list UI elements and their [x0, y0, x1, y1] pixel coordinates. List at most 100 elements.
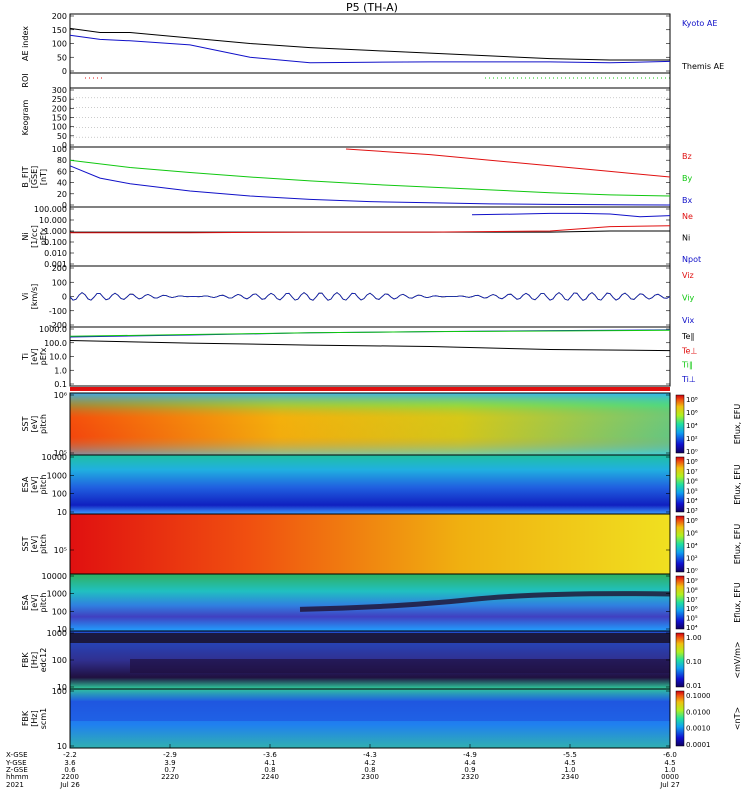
x-tick-label: 2220: [161, 773, 179, 781]
colorbar: [675, 575, 685, 630]
y-tick-label: 0: [62, 201, 67, 210]
panel-velocity: 200 100 0 -100 -200 Vi [km/s] Viz Viy Vix: [21, 264, 695, 330]
y-tick-label: 10.000: [39, 216, 67, 225]
legend-te-: Te⊥: [681, 346, 697, 355]
spectrogram-fill: [70, 455, 670, 514]
spectrogram-overlay: [70, 393, 670, 455]
spectrogram-fill: [70, 514, 670, 574]
legend-te-: Te∥: [681, 332, 694, 341]
y-tick-label: 0.010: [44, 249, 67, 258]
y-axis-label: pEfx: [39, 227, 48, 245]
y-tick-label: 20: [57, 190, 67, 199]
panel-fbk-e: 1000 100 10 FBK [Hz] edc12 1.00 0.10 0.01 <mV/m>: [21, 629, 742, 692]
colorbar-tick-label: 10³: [686, 507, 698, 515]
y-tick-label: 100: [52, 607, 67, 616]
spectrogram-band: [70, 701, 670, 721]
y-tick-label: 100: [52, 687, 67, 696]
y-tick-label: 0: [62, 293, 67, 302]
y-tick-label: 1000: [47, 471, 67, 480]
y-tick-label: 150: [52, 26, 67, 35]
series-bz: [345, 148, 671, 178]
series-npot: [471, 212, 671, 218]
y-tick-label: 100: [52, 656, 67, 665]
y-tick-label: -100: [49, 307, 67, 316]
colorbar-label: Eflux, EFU: [733, 582, 742, 623]
y-tick-label: 10000: [42, 453, 67, 462]
colorbar-tick-label: 1.00: [686, 634, 702, 642]
colorbar: [675, 632, 685, 688]
y-tick-label: 60: [57, 167, 67, 176]
x-tick-label: 2320: [461, 773, 479, 781]
colorbar-tick-label: 10⁵: [686, 615, 698, 623]
y-axis-label: pEfx: [39, 347, 48, 365]
y-tick-label: 10⁶: [54, 391, 67, 400]
y-tick-label: 1000: [47, 590, 67, 599]
x-row-label: 2021: [6, 781, 24, 789]
y-tick-label: 100: [52, 145, 67, 154]
colorbar-tick-label: 10⁶: [686, 409, 698, 417]
panel-bfield: 100 80 60 40 20 0 B_FIT [GSE] [nT] Bz By Bx: [21, 145, 692, 210]
y-tick-label: 10: [57, 508, 67, 517]
panel-fbk-b: 100 10 FBK [Hz] scm1 0.1000 0.0100 0.0010 0.0001…: [21, 687, 742, 751]
orbit-bar: [70, 387, 670, 391]
panel-ae: 200 150 100 50 0 AE index Kyoto AE Themis AE: [21, 12, 724, 76]
y-axis-label: AE index: [21, 26, 30, 61]
legend-kyoto-ae: Kyoto AE: [682, 19, 717, 28]
x-tick-label: 2200: [61, 773, 79, 781]
colorbar-tick-label: 10⁹: [686, 577, 698, 585]
y-axis-label: pitch: [39, 593, 48, 613]
panel-frame: [69, 13, 671, 74]
y-axis-label: ROI: [21, 73, 30, 87]
legend-ti-: Ti⊥: [681, 375, 696, 384]
y-tick-label: 100: [52, 490, 67, 499]
x-tick-label: 4.2: [364, 759, 375, 767]
colorbar: [675, 394, 685, 454]
y-tick-label: 100.000: [34, 205, 67, 214]
colorbar-tick-label: 10⁶: [686, 530, 698, 538]
y-tick-label: 250: [52, 95, 67, 104]
colorbar-tick-label: 0.0100: [686, 708, 711, 716]
x-row-label: X-GSE: [6, 751, 28, 759]
x-tick-label: Jul 27: [659, 781, 680, 789]
y-tick-label: 80: [57, 156, 67, 165]
x-row-label: Z-GSE: [6, 766, 28, 774]
x-tick-label: 3.9: [164, 759, 175, 767]
series-themis-ae: [69, 27, 670, 61]
panel-frame: [69, 146, 671, 208]
x-row-label: hhmm: [6, 773, 29, 781]
y-axis-label: ESA: [21, 476, 30, 492]
x-tick-label: -6.0: [663, 751, 677, 759]
y-tick-label: 0: [62, 67, 67, 76]
y-axis-label: [eV]: [30, 416, 39, 433]
colorbar-tick-label: 10⁸: [686, 586, 698, 594]
x-tick-label: 2340: [561, 773, 579, 781]
x-tick-label: 0.8: [364, 766, 375, 774]
colorbar-tick-label: 10²: [686, 435, 698, 443]
y-axis-label: pitch: [39, 534, 48, 554]
legend-vix: Vix: [682, 316, 695, 325]
y-tick-label: 10: [57, 683, 67, 692]
x-tick-label: -2.2: [63, 751, 77, 759]
y-tick-label: 100: [52, 40, 67, 49]
colorbar-tick-label: 10⁴: [686, 542, 698, 550]
y-tick-label: 0.001: [44, 260, 67, 269]
x-tick-label: 0.8: [264, 766, 275, 774]
panel-roi: ROI: [21, 72, 671, 89]
legend-npot: Npot: [682, 255, 701, 264]
y-tick-label: 0.1: [54, 380, 67, 389]
y-tick-label: 0: [62, 141, 67, 150]
colorbar-tick-label: 10⁸: [686, 396, 698, 404]
x-tick-label: -4.3: [363, 751, 377, 759]
y-tick-label: 1.0: [54, 366, 67, 375]
colorbar-tick-label: 10⁰: [686, 567, 698, 575]
y-axis-label: B_FIT: [21, 166, 30, 187]
series-vix: [69, 292, 671, 301]
series-bx: [69, 165, 671, 206]
y-tick-label: 10000: [42, 572, 67, 581]
panel-frame: [69, 206, 671, 267]
y-axis-label: pitch: [39, 475, 48, 495]
